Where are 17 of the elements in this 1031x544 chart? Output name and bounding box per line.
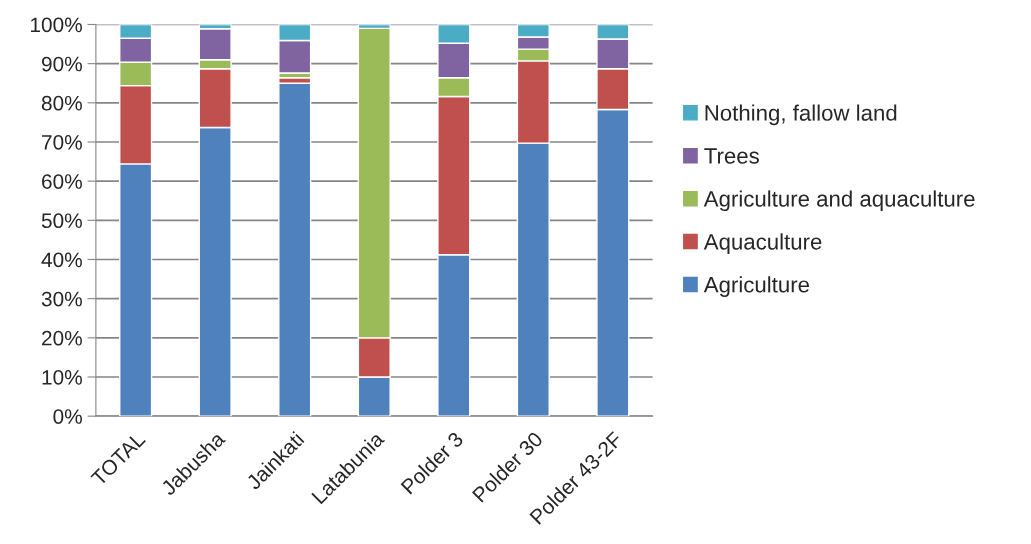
bar — [278, 82, 312, 417]
y-tick-label: 50% — [41, 213, 82, 229]
y-tick-label: 90% — [41, 56, 82, 72]
y-tick-label: 80% — [41, 95, 82, 111]
y-tick-label: 70% — [42, 134, 82, 150]
y-tick-label: 10% — [42, 369, 82, 385]
legend-label: Trees — [704, 148, 759, 164]
y-tick-label: 40% — [41, 252, 82, 268]
y-tick-label: 60% — [42, 174, 82, 189]
legend-label: Aquaculture — [703, 233, 822, 255]
y-tick-label: 0% — [53, 409, 82, 424]
y-tick-label: 30% — [41, 291, 82, 307]
legend-label: Agriculture — [703, 276, 809, 297]
y-tick-label: 100% — [31, 17, 82, 33]
legend-label: Agriculture and aquaculture — [703, 190, 975, 212]
legend-label: Nothing, fallow land — [705, 104, 897, 126]
y-tick-label: 20% — [42, 330, 82, 346]
